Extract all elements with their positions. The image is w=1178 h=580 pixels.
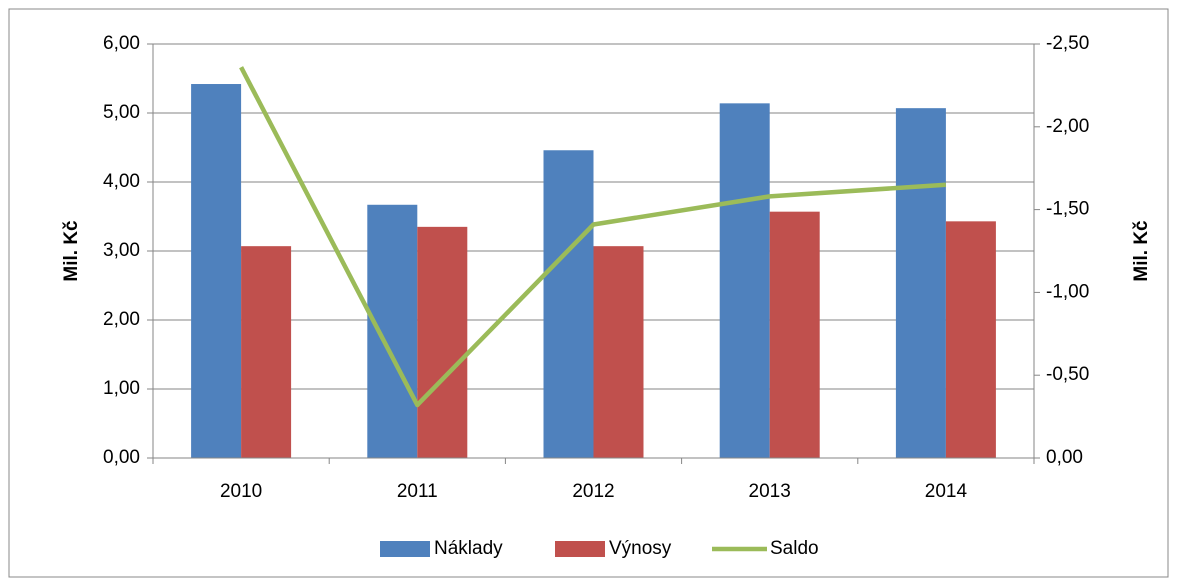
- y-tick-label: 6,00: [103, 33, 140, 54]
- bar: [241, 246, 292, 458]
- bar: [191, 84, 242, 459]
- y2-tick-label: -1,00: [1046, 281, 1089, 302]
- bar: [417, 226, 468, 458]
- x-tick-label: 2014: [925, 481, 968, 502]
- y2-axis-label: Mil. Kč: [1131, 220, 1152, 282]
- bar: [769, 211, 820, 458]
- bar: [367, 204, 418, 458]
- legend-swatch: [380, 541, 430, 557]
- bar: [945, 221, 996, 458]
- x-tick-label: 2013: [749, 481, 791, 502]
- bar: [593, 246, 644, 458]
- legend-label: Výnosy: [609, 538, 672, 559]
- bar: [719, 103, 770, 458]
- x-tick-label: 2010: [220, 481, 262, 502]
- y-tick-label: 2,00: [103, 309, 140, 330]
- line-series: [239, 66, 947, 408]
- legend-label: Náklady: [434, 538, 503, 559]
- bar: [543, 150, 594, 458]
- x-tick-label: 2011: [397, 481, 438, 502]
- y2-tick-label: 0,00: [1046, 447, 1083, 468]
- y-tick-label: 3,00: [103, 240, 140, 261]
- y2-tick-label: -1,50: [1046, 199, 1089, 220]
- y-tick-label: 1,00: [103, 378, 140, 399]
- legend-swatch: [555, 541, 605, 557]
- y-tick-label: 4,00: [103, 171, 140, 192]
- legend-label: Saldo: [770, 538, 819, 559]
- y-tick-label: 5,00: [103, 102, 140, 123]
- y2-tick-label: -2,50: [1046, 33, 1089, 54]
- y2-tick-label: -0,50: [1046, 364, 1089, 385]
- y-axis-label: Mil. Kč: [61, 220, 82, 282]
- x-tick-label: 2012: [572, 481, 614, 502]
- y-tick-label: 0,00: [103, 447, 140, 468]
- bar: [895, 108, 946, 459]
- y2-tick-label: -2,00: [1046, 116, 1089, 137]
